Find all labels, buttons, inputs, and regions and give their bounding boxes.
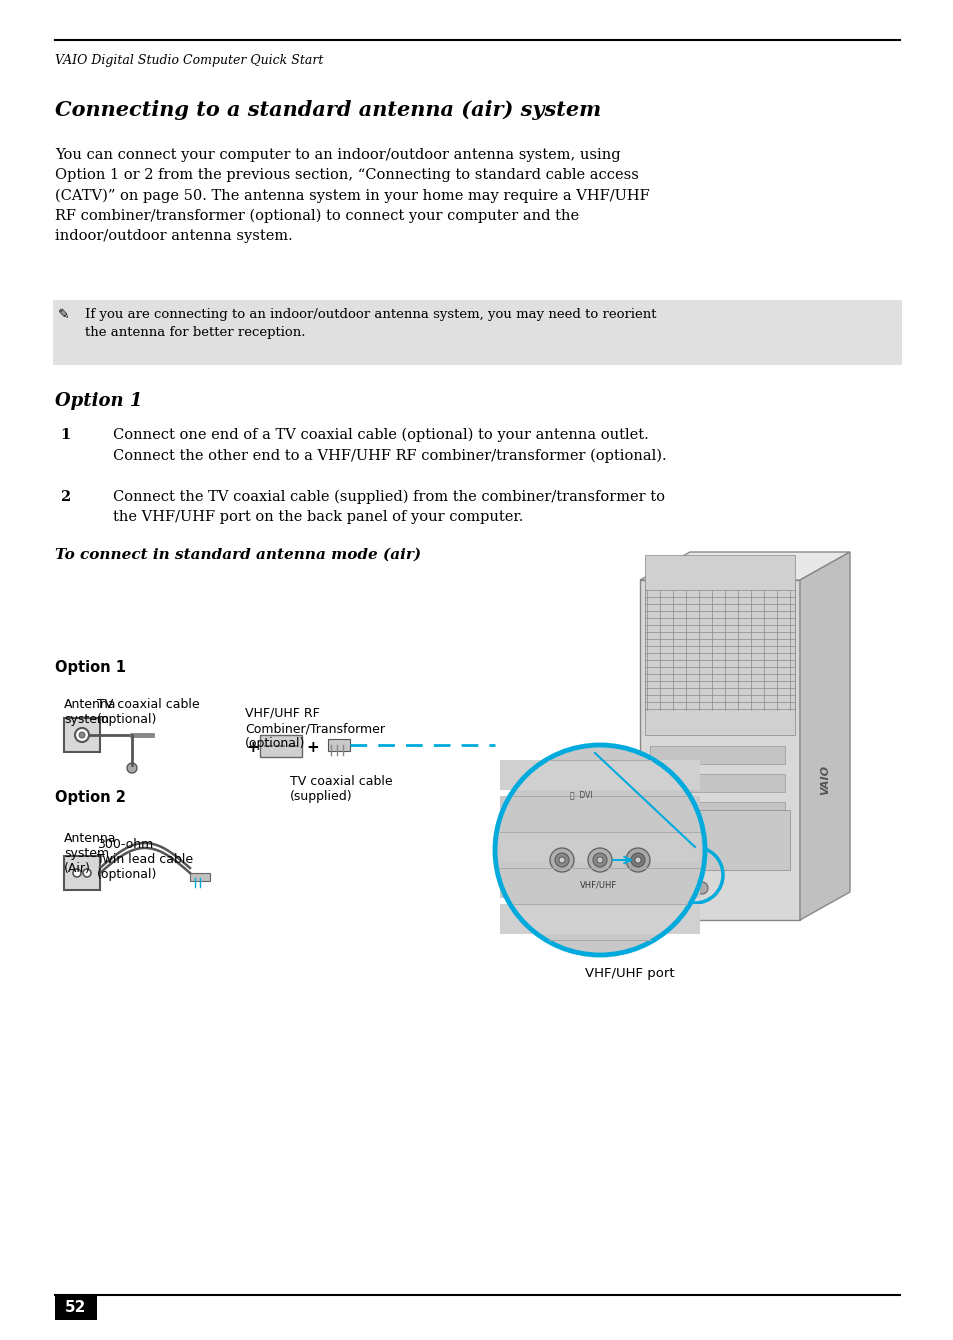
Text: Connect one end of a TV coaxial cable (optional) to your antenna outlet.
Connect: Connect one end of a TV coaxial cable (o… (112, 427, 666, 464)
Text: +: + (306, 740, 318, 754)
Text: ✎: ✎ (58, 308, 70, 322)
Bar (644, 555, 794, 736)
Circle shape (696, 882, 707, 894)
Bar (260, 736, 302, 757)
Text: 2: 2 (60, 490, 71, 504)
Circle shape (75, 728, 89, 742)
Text: Connecting to a standard antenna (air) system: Connecting to a standard antenna (air) s… (55, 100, 600, 121)
Text: VHF/UHF: VHF/UHF (579, 880, 617, 888)
Text: 52: 52 (65, 1300, 87, 1315)
Bar (649, 775, 784, 792)
Bar (55, 1294, 97, 1320)
Text: ⓓ  DVI: ⓓ DVI (569, 791, 592, 799)
Circle shape (555, 854, 568, 867)
Text: Antenna
system: Antenna system (64, 698, 116, 726)
Circle shape (73, 870, 81, 876)
Text: 1: 1 (60, 427, 71, 442)
Circle shape (79, 732, 85, 738)
Bar (649, 746, 784, 764)
Circle shape (593, 854, 606, 867)
Bar (53, 300, 901, 364)
Bar (499, 760, 700, 791)
Text: VAIO: VAIO (820, 765, 829, 795)
Circle shape (625, 848, 649, 872)
FancyArrowPatch shape (612, 856, 630, 863)
Bar (644, 586, 794, 716)
Circle shape (630, 854, 644, 867)
Polygon shape (639, 552, 849, 580)
Text: You can connect your computer to an indoor/outdoor antenna system, using
Option : You can connect your computer to an indo… (55, 147, 649, 244)
Bar (190, 872, 210, 880)
Text: Option 1: Option 1 (55, 661, 126, 675)
Circle shape (558, 858, 564, 863)
Bar (499, 905, 700, 934)
Circle shape (597, 858, 602, 863)
Text: To connect in standard antenna mode (air): To connect in standard antenna mode (air… (55, 548, 420, 561)
Circle shape (673, 882, 685, 894)
Text: If you are connecting to an indoor/outdoor antenna system, you may need to reori: If you are connecting to an indoor/outdo… (85, 308, 656, 339)
Bar (649, 803, 784, 820)
Text: +: + (246, 740, 258, 754)
Circle shape (635, 858, 640, 863)
Circle shape (550, 848, 574, 872)
Bar (499, 832, 700, 862)
Bar (649, 829, 784, 848)
Bar (64, 718, 100, 752)
Text: Option 2: Option 2 (55, 791, 126, 805)
Circle shape (587, 848, 612, 872)
Circle shape (495, 745, 704, 955)
Text: Connect the TV coaxial cable (supplied) from the combiner/transformer to
the VHF: Connect the TV coaxial cable (supplied) … (112, 490, 664, 524)
Bar (328, 738, 350, 750)
Circle shape (83, 870, 91, 876)
Polygon shape (800, 552, 849, 921)
Text: TV coaxial cable
(supplied): TV coaxial cable (supplied) (290, 775, 393, 803)
Text: VHF/UHF port: VHF/UHF port (584, 967, 674, 980)
Text: VHF/UHF RF
Combiner/Transformer
(optional): VHF/UHF RF Combiner/Transformer (optiona… (245, 708, 385, 750)
Circle shape (651, 882, 663, 894)
Circle shape (127, 762, 137, 773)
Text: Option 1: Option 1 (55, 393, 142, 410)
Bar (499, 796, 700, 825)
Bar (639, 580, 800, 921)
Bar (649, 809, 789, 870)
Bar (499, 868, 700, 898)
Text: TV coaxial cable
(optional): TV coaxial cable (optional) (97, 698, 199, 726)
Text: Antenna
system
(Air): Antenna system (Air) (64, 832, 116, 875)
Text: 300-ohm
Twin lead cable
(optional): 300-ohm Twin lead cable (optional) (97, 838, 193, 880)
Bar (64, 856, 100, 890)
Text: VAIO Digital Studio Computer Quick Start: VAIO Digital Studio Computer Quick Start (55, 54, 323, 67)
